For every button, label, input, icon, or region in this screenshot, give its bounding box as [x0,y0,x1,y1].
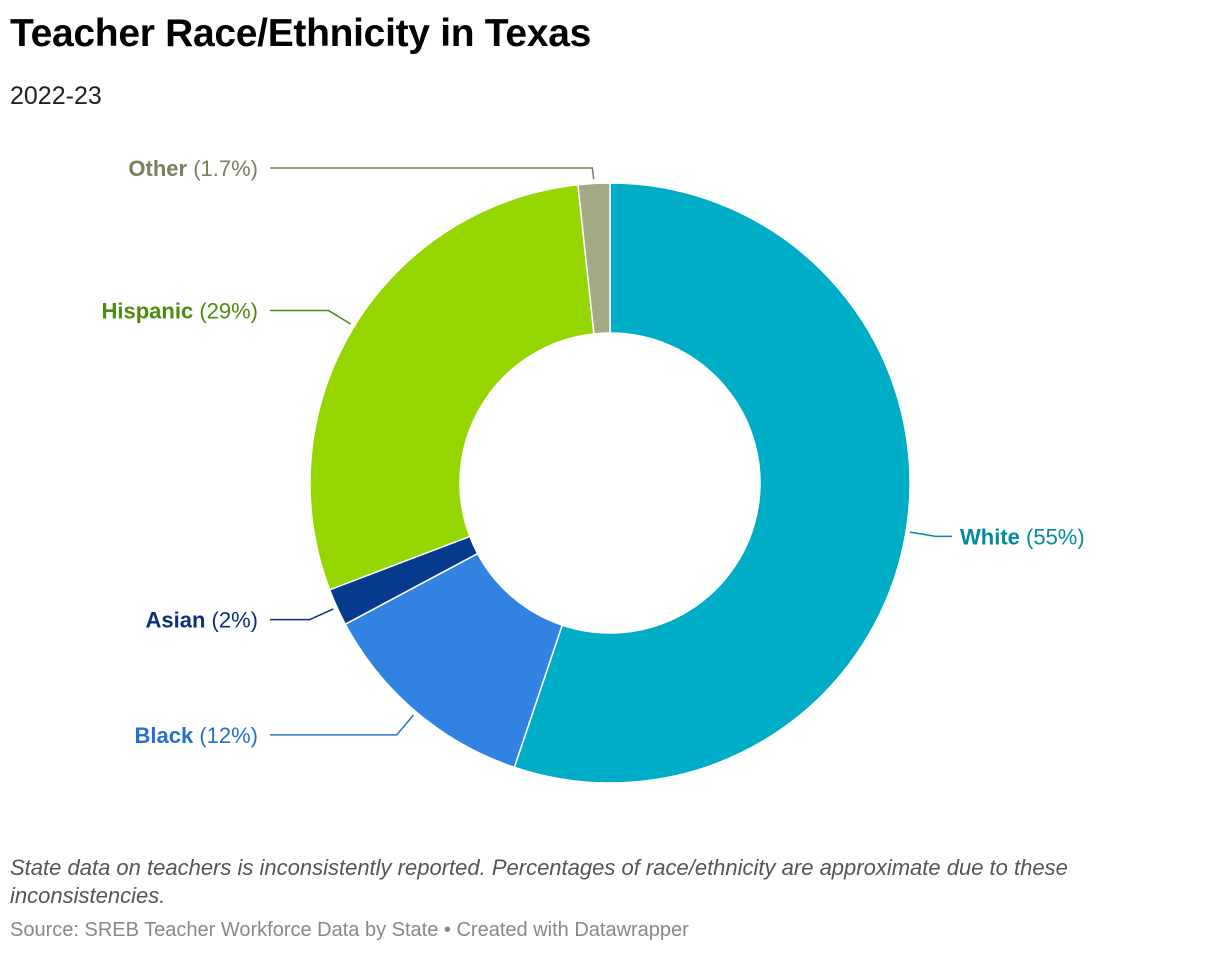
slice-label-value: (2%) [205,608,258,633]
source-separator: • [438,919,457,941]
slice-label-name: Asian [146,608,206,633]
chart-title: Teacher Race/Ethnicity in Texas [10,12,591,55]
slice-label-name: Hispanic [102,299,194,324]
leader-line-other [270,167,595,180]
source-text: Source: SREB Teacher Workforce Data by S… [10,919,439,941]
chart-source: Source: SREB Teacher Workforce Data by S… [10,919,689,942]
slice-label-white: White (55%) [960,524,1085,549]
slice-other[interactable] [577,182,611,335]
leader-line-asian [270,608,334,621]
chart-subtitle: 2022-23 [10,82,102,110]
slice-label-value: (12%) [193,723,258,748]
credit-link[interactable]: Created with Datawrapper [456,919,689,941]
donut-slices [309,182,911,784]
slice-label-black: Black (12%) [134,723,258,748]
leader-line-black [270,714,415,736]
slice-label-value: (1.7%) [187,156,258,181]
slice-label-name: Other [128,156,187,181]
slice-label-name: White [960,524,1020,549]
chart-note: State data on teachers is inconsistently… [10,855,1068,908]
leader-line-white [909,531,952,538]
slice-labels: White (55%) Black (12%) Asian (2%) Hispanic… [102,156,1085,748]
slice-label-other: Other (1.7%) [128,156,258,181]
leader-line-hispanic [270,309,352,325]
slice-label-hispanic: Hispanic (29%) [102,299,259,324]
slice-hispanic[interactable] [309,183,595,591]
slice-label-value: (29%) [193,299,258,324]
leader-lines [270,167,952,736]
slice-label-asian: Asian (2%) [146,608,258,633]
slice-white[interactable] [513,182,911,784]
slice-label-value: (55%) [1020,524,1085,549]
slice-label-name: Black [134,723,193,748]
